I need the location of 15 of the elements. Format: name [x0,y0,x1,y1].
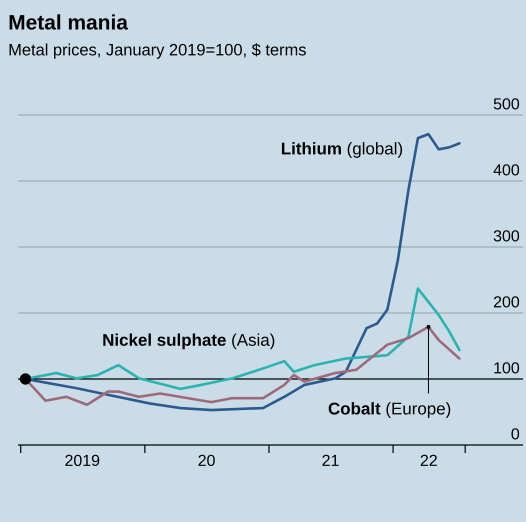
chart-title: Metal mania [10,14,128,30]
chart-subtitle: Metal prices, January 2019=100, $ terms [10,43,306,59]
y-tick-label: 300 [494,230,520,242]
x-tick-label: 2019 [65,454,100,466]
x-tick-label: 22 [420,454,437,466]
x-tick-label: 21 [322,454,339,466]
x-tick-label: 20 [198,454,215,466]
series-label: Cobalt (Europe) [328,402,450,418]
y-tick-label: 400 [493,164,520,176]
y-tick-label: 200 [494,296,520,308]
series-label: Lithium (global) [282,142,402,158]
series-label: Nickel sulphate (Asia) [103,333,274,350]
y-tick-label: 500 [494,98,520,110]
y-tick-label: 100 [494,362,520,374]
y-tick-label: 0 [511,428,520,440]
